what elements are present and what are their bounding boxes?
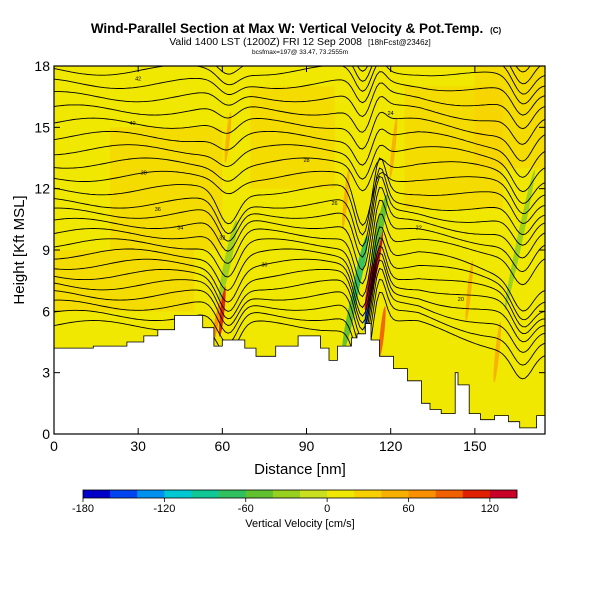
x-tick-label: 30 [130,438,146,454]
colorbar-tick-label: -180 [72,503,94,515]
chart-title-text: Wind-Parallel Section at Max W: Vertical… [91,21,483,36]
colorbar-swatch [191,490,219,498]
x-tick-label: 150 [463,438,487,454]
colorbar: -180 -120 -60 0 60 120 [72,489,518,515]
theta-contour-label: 20 [458,297,464,303]
x-tick-label: 120 [379,438,403,454]
colorbar-tick-label: 120 [481,503,499,515]
colorbar-swatch [327,490,355,498]
theta-contour-line [54,170,545,227]
vertical-velocity-feature [389,117,398,179]
colorbar-swatch [137,490,165,498]
colorbar-tick-label: -60 [238,503,254,515]
theta-contour-line [54,157,545,204]
theta-contour-line [54,82,545,130]
chart-subtitle: Valid 1400 LST (1200Z) FRI 12 Sep 2008 [… [169,36,431,48]
vertical-velocity-feature [341,168,350,230]
colorbar-swatch [272,490,301,498]
y-axis-label: Height [Kft MSL] [11,195,28,304]
theta-contour-line [54,245,545,328]
colorbar-label: Vertical Velocity [cm/s] [245,518,354,530]
vertical-velocity-feature [493,321,502,383]
theta-contour-line [54,66,545,105]
theta-contour-label: 42 [135,76,141,82]
colorbar-swatch [354,490,382,498]
colorbar-swatch [381,490,409,498]
theta-contour-line [54,199,545,285]
colorbar-tick-label: 0 [324,503,330,515]
theta-contour-line [54,96,545,145]
copyright-mark: (C) [490,26,501,35]
theta-contour-line [54,128,545,178]
colorbar-swatch [110,490,138,498]
vertical-velocity-feature [378,306,386,358]
vertical-velocity-feature [351,235,369,306]
vertical-velocity-feature [465,260,474,322]
theta-contour-label: 40 [129,121,135,127]
x-axis: 0 30 60 90 120 150 [50,66,487,454]
theta-contour-line [54,175,545,258]
x-tick-label: 60 [215,438,231,454]
theta-contour-label: 22 [416,226,422,232]
theta-contour-line [54,144,545,193]
theta-contour-line [54,226,545,312]
vv-background-band [110,127,223,250]
x-axis-label: Distance [nm] [254,461,346,478]
theta-contour-line [54,252,545,335]
colorbar-swatch [489,490,518,498]
theta-contour-label: 24 [388,111,394,117]
theta-contour-line [54,291,545,380]
y-tick-label: 0 [42,426,50,442]
colorbar-swatch [408,490,436,498]
colorbar-swatch [435,490,464,498]
theta-contour-line [54,186,545,271]
theta-contour-line [54,157,545,236]
colorbar-tick-label: -120 [153,503,175,515]
colorbar-swatch [164,490,192,498]
theta-contour-label: 32 [219,236,225,242]
theta-contour-label: 34 [177,226,183,232]
chart-subtitle-2: bcsfmax=197@ 33.47, 73.2555m [252,49,348,56]
theta-contour-line [54,267,545,353]
chart-title: Wind-Parallel Section at Max W: Vertical… [91,21,502,36]
theta-contour-line [54,278,545,366]
theta-contour-line [54,237,545,321]
theta-contour-line [54,71,545,116]
x-tick-label: 0 [50,438,58,454]
y-tick-label: 9 [42,242,50,258]
vertical-velocity-feature [218,220,238,301]
theta-contour-label: 28 [303,158,309,164]
theta-contour-label: 26 [332,201,338,207]
y-tick-label: 12 [34,181,50,197]
colorbar-swatch [218,490,247,498]
vertical-velocity-feature [219,285,226,337]
terrain-surface [54,315,545,434]
vv-background-band [54,250,195,312]
colorbar-swatch [245,490,274,498]
theta-contour-line [54,213,545,298]
x-tick-label: 90 [299,438,315,454]
y-tick-label: 15 [34,119,50,135]
plot-area: 42 40 38 36 34 32 30 28 26 24 22 20 [54,66,545,434]
theta-contour-line [54,259,545,343]
theta-contour-line [54,111,545,162]
colorbar-swatch [83,490,111,498]
theta-contour-label: 30 [261,262,267,268]
y-tick-label: 6 [42,303,50,319]
theta-contour-label: 38 [141,170,147,176]
chart-subtitle-tag: [18hFcst@2346z] [368,38,431,47]
vertical-velocity-feature [504,169,535,310]
colorbar-swatch [462,490,491,498]
y-tick-label: 18 [34,58,50,74]
colorbar-frame [82,489,518,499]
colorbar-swatch [300,490,328,498]
vv-background-band [474,66,545,169]
chart-subtitle-text: Valid 1400 LST (1200Z) FRI 12 Sep 2008 [169,36,362,48]
theta-contour-label: 36 [155,207,161,213]
colorbar-tick-label: 60 [402,503,414,515]
y-tick-label: 3 [42,365,50,381]
theta-contour-line [54,167,545,248]
